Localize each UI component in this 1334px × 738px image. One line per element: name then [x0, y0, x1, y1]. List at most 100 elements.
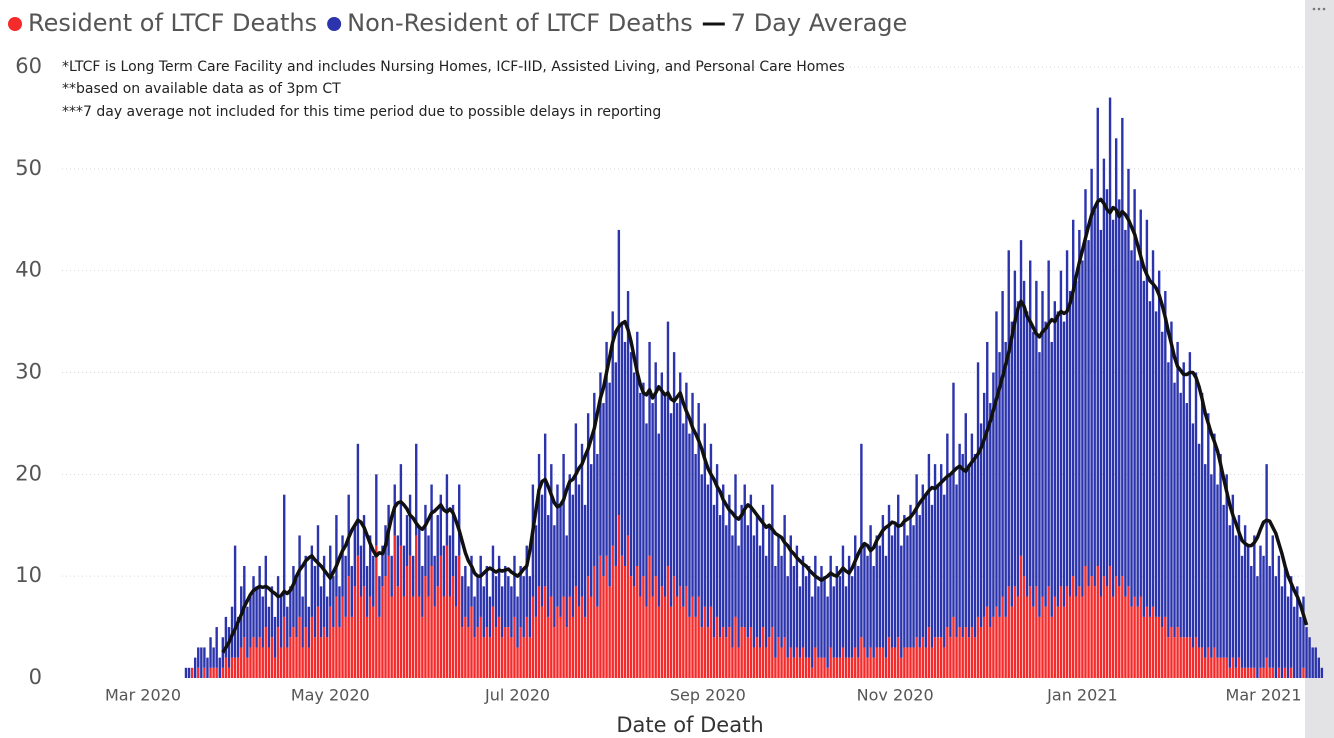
bar: [1090, 576, 1093, 678]
bar: [1081, 596, 1084, 678]
bar: [1004, 616, 1007, 678]
bar: [1179, 637, 1182, 678]
bar: [626, 291, 630, 536]
bar: [1142, 280, 1146, 617]
lines: [221, 197, 1309, 654]
bar: [197, 667, 200, 678]
bar: [341, 535, 344, 597]
bar: [860, 443, 863, 638]
bar: [875, 535, 878, 648]
bar: [298, 535, 301, 617]
bar: [273, 657, 277, 678]
bar: [494, 627, 498, 678]
bar: [1173, 382, 1176, 638]
bar: [1038, 352, 1041, 617]
bar: [1016, 596, 1020, 678]
bar: [801, 647, 805, 678]
bar: [1167, 362, 1170, 638]
bar: [372, 555, 375, 607]
bar: [749, 494, 753, 628]
bar: [568, 474, 571, 597]
bar: [737, 545, 740, 648]
bar: [1311, 647, 1314, 678]
bar: [1237, 657, 1241, 678]
bar: [718, 637, 722, 678]
bar: [777, 535, 780, 638]
bar: [660, 372, 664, 587]
bar: [485, 627, 489, 678]
bar: [1072, 219, 1075, 577]
bar: [399, 545, 403, 678]
bar: [1253, 535, 1256, 668]
bar: [639, 596, 642, 678]
bar: [731, 535, 734, 648]
bar: [1247, 667, 1250, 678]
bar: [1182, 362, 1185, 638]
bar: [1127, 586, 1130, 678]
bar: [540, 606, 544, 678]
bar: [900, 657, 903, 678]
bar: [685, 382, 688, 587]
bar: [590, 596, 593, 678]
bar: [1111, 219, 1115, 597]
bar: [461, 576, 464, 628]
bar: [814, 555, 817, 648]
bar: [1111, 596, 1115, 678]
bar: [1207, 413, 1210, 648]
bar: [878, 545, 881, 648]
bar: [276, 627, 280, 678]
bar: [1274, 576, 1278, 678]
average-line: [221, 197, 1309, 654]
bar: [507, 576, 510, 628]
bar: [190, 667, 194, 678]
bar: [427, 535, 430, 597]
bar: [332, 576, 335, 628]
bar: [832, 586, 835, 658]
bar: [629, 352, 633, 577]
bar: [402, 596, 406, 678]
bar: [1124, 229, 1127, 597]
bar: [728, 494, 731, 628]
bar: [270, 637, 274, 678]
bar: [1237, 515, 1241, 658]
bar: [212, 647, 215, 668]
bar: [411, 596, 415, 678]
bar: [841, 647, 845, 678]
bar: [467, 627, 470, 678]
bar: [1289, 576, 1293, 668]
legend-symbol: [327, 17, 342, 31]
bar: [1062, 606, 1066, 678]
bar: [476, 576, 479, 628]
more-options-icon[interactable]: [1312, 7, 1326, 11]
bar: [1099, 229, 1103, 597]
bar: [424, 504, 427, 577]
labels: *LTCF is Long Term Care Facility and inc…: [15, 54, 1301, 737]
bar: [887, 637, 891, 678]
bar: [672, 352, 676, 577]
bar: [989, 627, 992, 678]
bar: [430, 484, 433, 566]
bar: [746, 525, 749, 638]
bar: [292, 565, 295, 628]
bar: [1268, 565, 1271, 668]
bar: [310, 545, 314, 617]
bar: [335, 515, 338, 597]
bar: [1139, 209, 1142, 597]
bar: [940, 637, 943, 678]
annotation: ***7 day average not included for this t…: [62, 104, 661, 120]
bar: [875, 647, 878, 678]
bar: [448, 535, 452, 597]
bar: [344, 616, 347, 678]
bar: [872, 657, 875, 678]
bar: [531, 596, 535, 678]
bar: [528, 576, 532, 638]
bar: [550, 464, 553, 597]
bar: [1001, 291, 1004, 597]
bar: [1216, 484, 1219, 658]
bar: [1161, 331, 1164, 628]
bar: [1087, 586, 1090, 678]
bar: [543, 433, 547, 587]
bar: [780, 555, 783, 648]
bar: [743, 627, 746, 678]
bar: [1219, 657, 1222, 678]
